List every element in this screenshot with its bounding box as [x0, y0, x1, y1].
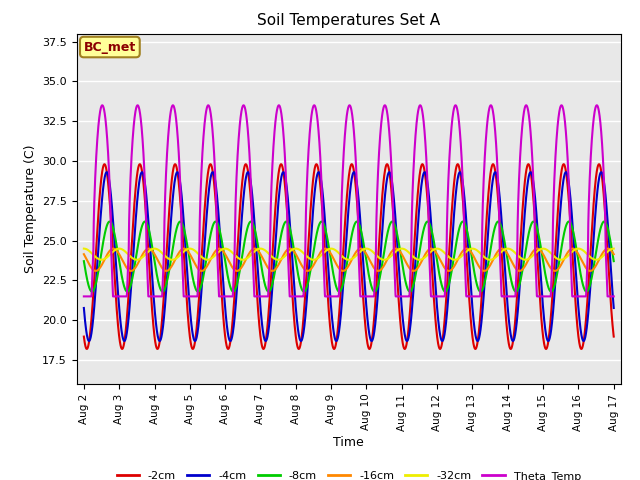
Title: Soil Temperatures Set A: Soil Temperatures Set A [257, 13, 440, 28]
Text: BC_met: BC_met [84, 40, 136, 54]
X-axis label: Time: Time [333, 436, 364, 449]
Legend: -2cm, -4cm, -8cm, -16cm, -32cm, Theta_Temp: -2cm, -4cm, -8cm, -16cm, -32cm, Theta_Te… [113, 467, 585, 480]
Y-axis label: Soil Temperature (C): Soil Temperature (C) [24, 144, 36, 273]
